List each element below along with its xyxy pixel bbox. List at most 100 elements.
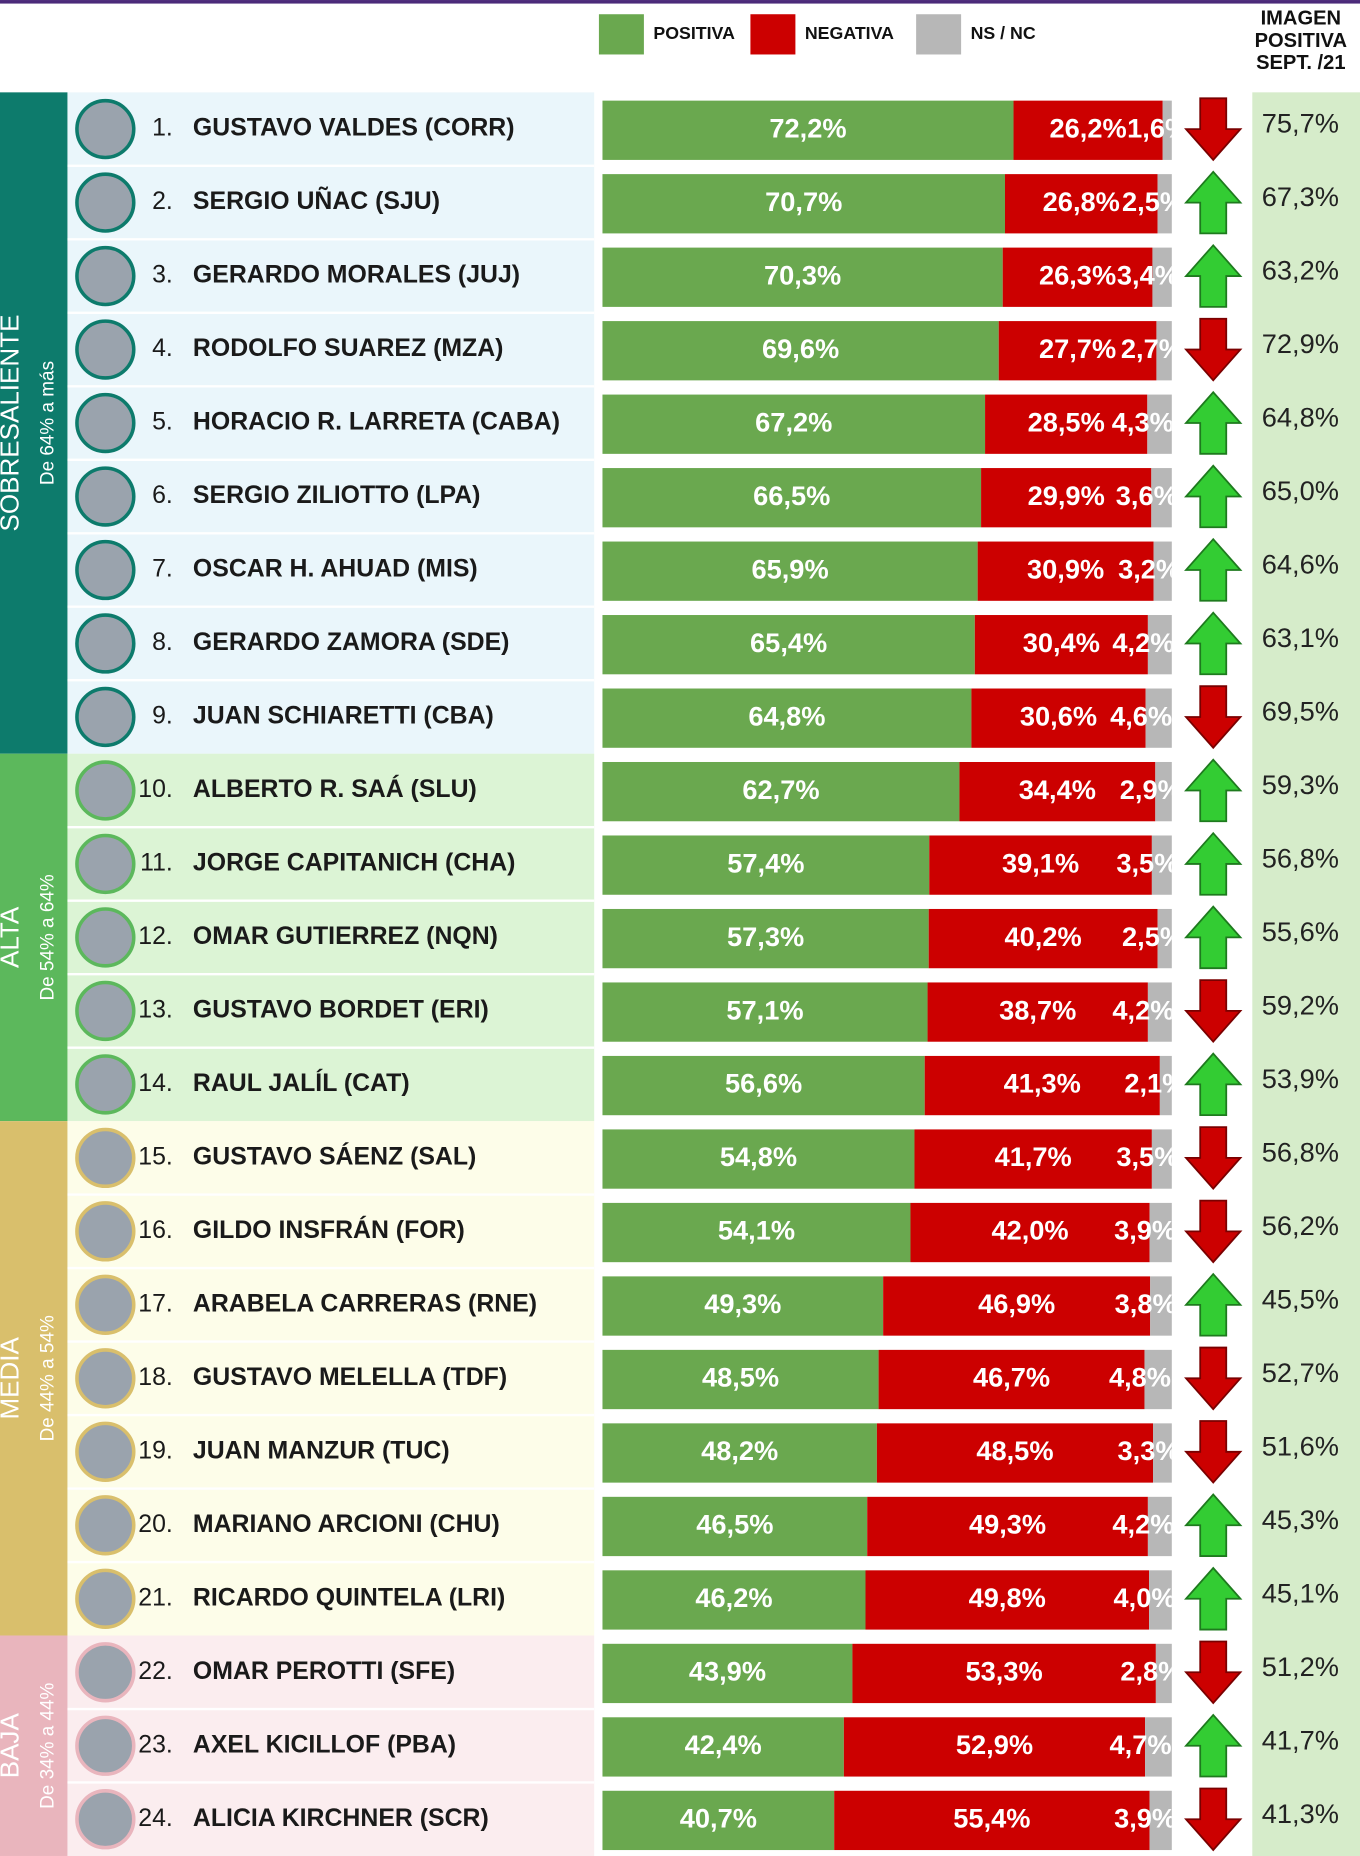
rank: 22. <box>138 1658 173 1685</box>
bar-segment <box>924 1055 1160 1116</box>
bar-segment <box>602 1496 868 1557</box>
rank: 16. <box>138 1217 173 1244</box>
bar-label: 2,5% <box>1122 186 1184 217</box>
bar-segment <box>1149 1202 1172 1263</box>
bar-segment <box>1151 835 1172 895</box>
bar-label: 30,9% <box>1027 553 1104 584</box>
bar-label: 30,6% <box>1020 700 1097 731</box>
photo <box>75 833 136 895</box>
bar-label: 70,7% <box>765 186 842 217</box>
bar-segment <box>602 1570 866 1630</box>
bar-label: 49,8% <box>969 1582 1046 1613</box>
bar-label: 4,2% <box>1112 994 1174 1025</box>
bar-segment <box>878 1349 1145 1410</box>
photo <box>75 980 136 1042</box>
photo <box>75 172 136 233</box>
bar-segment <box>834 1790 1150 1851</box>
group-sublabel: De 64% a más <box>38 361 59 485</box>
photo <box>75 907 136 968</box>
bar-segment <box>602 688 972 748</box>
bar-label: 3,9% <box>1114 1215 1176 1246</box>
bar-segment <box>1155 1643 1172 1704</box>
group-label: BAJA <box>0 1713 25 1779</box>
bar-segment <box>1151 1129 1172 1189</box>
previous-value: 56,8% <box>1262 1137 1339 1168</box>
rank: 24. <box>138 1805 173 1832</box>
bar-label: 38,7% <box>999 994 1076 1025</box>
bar-label: 57,4% <box>727 847 804 878</box>
bar-segment <box>981 468 1152 528</box>
previous-value: 51,6% <box>1262 1430 1339 1461</box>
bar-segment <box>928 908 1158 969</box>
name: ALICIA KIRCHNER (SCR) <box>193 1805 489 1832</box>
bar-segment <box>1149 1790 1172 1851</box>
group-band <box>0 1121 68 1636</box>
name: GUSTAVO BORDET (ERI) <box>193 996 489 1023</box>
rank: 11. <box>140 849 173 876</box>
bar-segment <box>602 394 986 454</box>
rank: 5. <box>152 409 173 436</box>
photo <box>75 1568 136 1629</box>
bar-label: 48,5% <box>702 1362 779 1393</box>
rank: 19. <box>138 1437 173 1464</box>
arrow-down <box>1184 685 1243 750</box>
bar-label: 27,7% <box>1039 333 1116 364</box>
bar-label: 34,4% <box>1019 774 1096 805</box>
arrow-down <box>1184 1640 1243 1705</box>
bar-segment <box>974 615 1148 675</box>
photo <box>75 1274 136 1336</box>
rank: 2. <box>152 188 173 215</box>
bar-segment <box>1153 541 1172 601</box>
previous-value: 45,5% <box>1262 1283 1339 1314</box>
bar-label: 3,4% <box>1117 259 1179 290</box>
bar-segment <box>977 541 1154 601</box>
bar-segment <box>602 1717 844 1777</box>
bar-segment <box>1162 100 1172 160</box>
rank: 14. <box>138 1070 173 1097</box>
previous-value: 59,3% <box>1262 769 1339 800</box>
name: GILDO INSFRÁN (FOR) <box>193 1215 465 1244</box>
bar-segment <box>883 1276 1151 1336</box>
bar-segment <box>1147 394 1172 454</box>
name: GERARDO ZAMORA (SDE) <box>193 629 510 656</box>
photo <box>75 392 136 454</box>
bar-label: 48,5% <box>976 1435 1053 1466</box>
rank: 23. <box>138 1731 173 1758</box>
arrow-down <box>1184 97 1243 162</box>
bar-segment <box>1004 174 1158 234</box>
photo <box>75 1054 136 1115</box>
bar-segment <box>998 321 1157 381</box>
previous-value: 55,6% <box>1262 916 1339 947</box>
bar-label: 2,8% <box>1120 1656 1182 1687</box>
previous-value: 53,9% <box>1262 1063 1339 1094</box>
bar-segment <box>867 1496 1148 1557</box>
rank: 4. <box>152 335 173 362</box>
name: OSCAR H. AHUAD (MIS) <box>193 556 478 583</box>
arrow-down <box>1184 1787 1243 1852</box>
arrow-up <box>1184 905 1243 970</box>
arrow-up <box>1184 1566 1243 1631</box>
bar-segment <box>929 835 1152 895</box>
bar-label: 4,0% <box>1114 1582 1176 1613</box>
bar-segment <box>602 908 929 969</box>
bar-label: 70,3% <box>764 259 841 290</box>
previous-title: POSITIVA <box>1255 30 1347 52</box>
bar-label: 40,2% <box>1005 921 1082 952</box>
bar-label: 64,8% <box>748 700 825 731</box>
previous-column <box>1252 92 1360 1856</box>
arrow-up <box>1184 464 1243 529</box>
bar-label: 2,1% <box>1124 1068 1186 1099</box>
bar-label: 66,5% <box>753 480 830 511</box>
bar-segment <box>971 688 1146 748</box>
legend-swatch <box>916 14 962 55</box>
arrow-up <box>1184 537 1243 602</box>
bar-label: 26,8% <box>1043 186 1120 217</box>
bar-label: 40,7% <box>680 1803 757 1834</box>
bar-segment <box>927 982 1148 1042</box>
previous-value: 51,2% <box>1262 1651 1339 1682</box>
bar-segment <box>1156 321 1172 381</box>
name: MARIANO ARCIONI (CHU) <box>193 1511 500 1538</box>
arrow-up <box>1184 758 1243 823</box>
bar-segment <box>843 1717 1146 1777</box>
bar-label: 26,2% <box>1050 112 1127 143</box>
